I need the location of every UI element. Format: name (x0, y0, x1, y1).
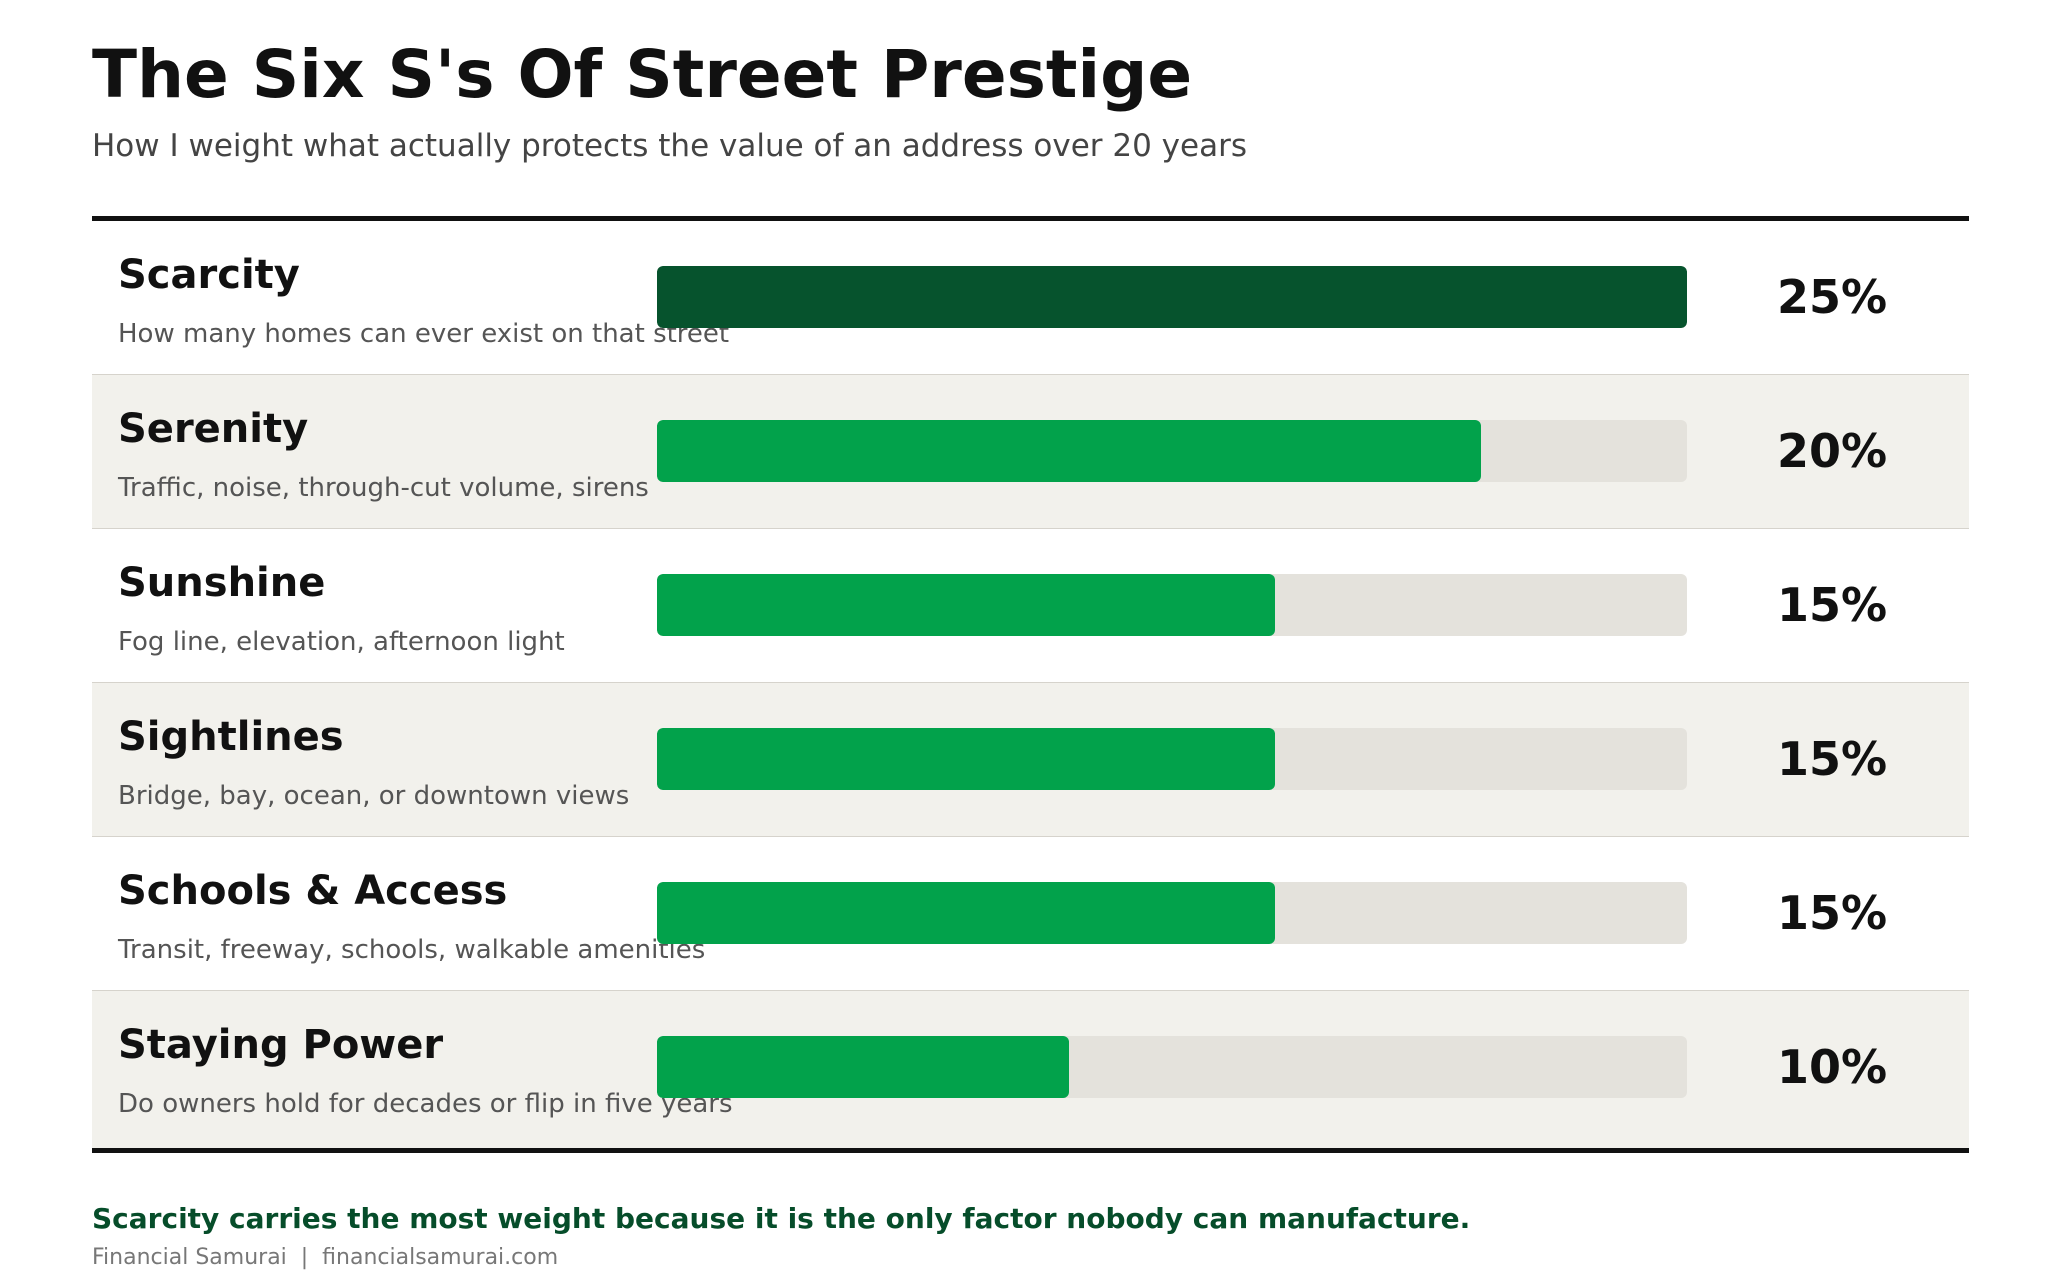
category-description: Bridge, bay, ocean, or downtown views (118, 781, 630, 811)
top-rule (92, 216, 1969, 221)
bar-track (657, 882, 1687, 944)
value-label: 10% (1777, 1040, 1888, 1094)
bar-track (657, 266, 1687, 328)
category-description: Transit, freeway, schools, walkable amen… (118, 935, 706, 965)
chart-title: The Six S's Of Street Prestige (92, 36, 1193, 113)
value-label: 20% (1777, 424, 1888, 478)
chart-subtitle: How I weight what actually protects the … (92, 128, 1247, 164)
bar (657, 266, 1687, 328)
value-label: 15% (1777, 732, 1888, 786)
bar-row: Sightlines Bridge, bay, ocean, or downtow… (92, 683, 1969, 837)
category-description: How many homes can ever exist on that st… (118, 319, 730, 349)
bar-row: Serenity Traffic, noise, through-cut volu… (92, 375, 1969, 529)
value-label: 25% (1777, 270, 1888, 324)
category-description: Fog line, elevation, afternoon light (118, 627, 565, 657)
bar-track (657, 1036, 1687, 1098)
category-label: Scarcity (118, 252, 300, 298)
bar-row: Staying Power Do owners hold for decades … (92, 991, 1969, 1148)
category-label: Sunshine (118, 560, 326, 606)
bar-row: Sunshine Fog line, elevation, afternoon l… (92, 529, 1969, 683)
bar-row: Scarcity How many homes can ever exist on… (92, 221, 1969, 375)
bar (657, 1036, 1069, 1098)
bar (657, 882, 1275, 944)
category-description: Do owners hold for decades or flip in fi… (118, 1089, 733, 1119)
bar (657, 420, 1481, 482)
value-label: 15% (1777, 578, 1888, 632)
bar (657, 574, 1275, 636)
category-label: Serenity (118, 406, 309, 452)
takeaway-note: Scarcity carries the most weight because… (92, 1202, 1471, 1235)
bottom-rule (92, 1148, 1969, 1153)
source-credit: Financial Samurai | financialsamurai.com (92, 1245, 559, 1270)
bar-row: Schools & Access Transit, freeway, school… (92, 837, 1969, 991)
value-label: 15% (1777, 886, 1888, 940)
bar (657, 728, 1275, 790)
category-description: Traffic, noise, through-cut volume, sire… (118, 473, 649, 503)
bar-rows: Scarcity How many homes can ever exist on… (92, 221, 1969, 1148)
bar-track (657, 574, 1687, 636)
category-label: Schools & Access (118, 868, 508, 914)
bar-track (657, 420, 1687, 482)
category-label: Staying Power (118, 1022, 444, 1068)
category-label: Sightlines (118, 714, 344, 760)
bar-track (657, 728, 1687, 790)
